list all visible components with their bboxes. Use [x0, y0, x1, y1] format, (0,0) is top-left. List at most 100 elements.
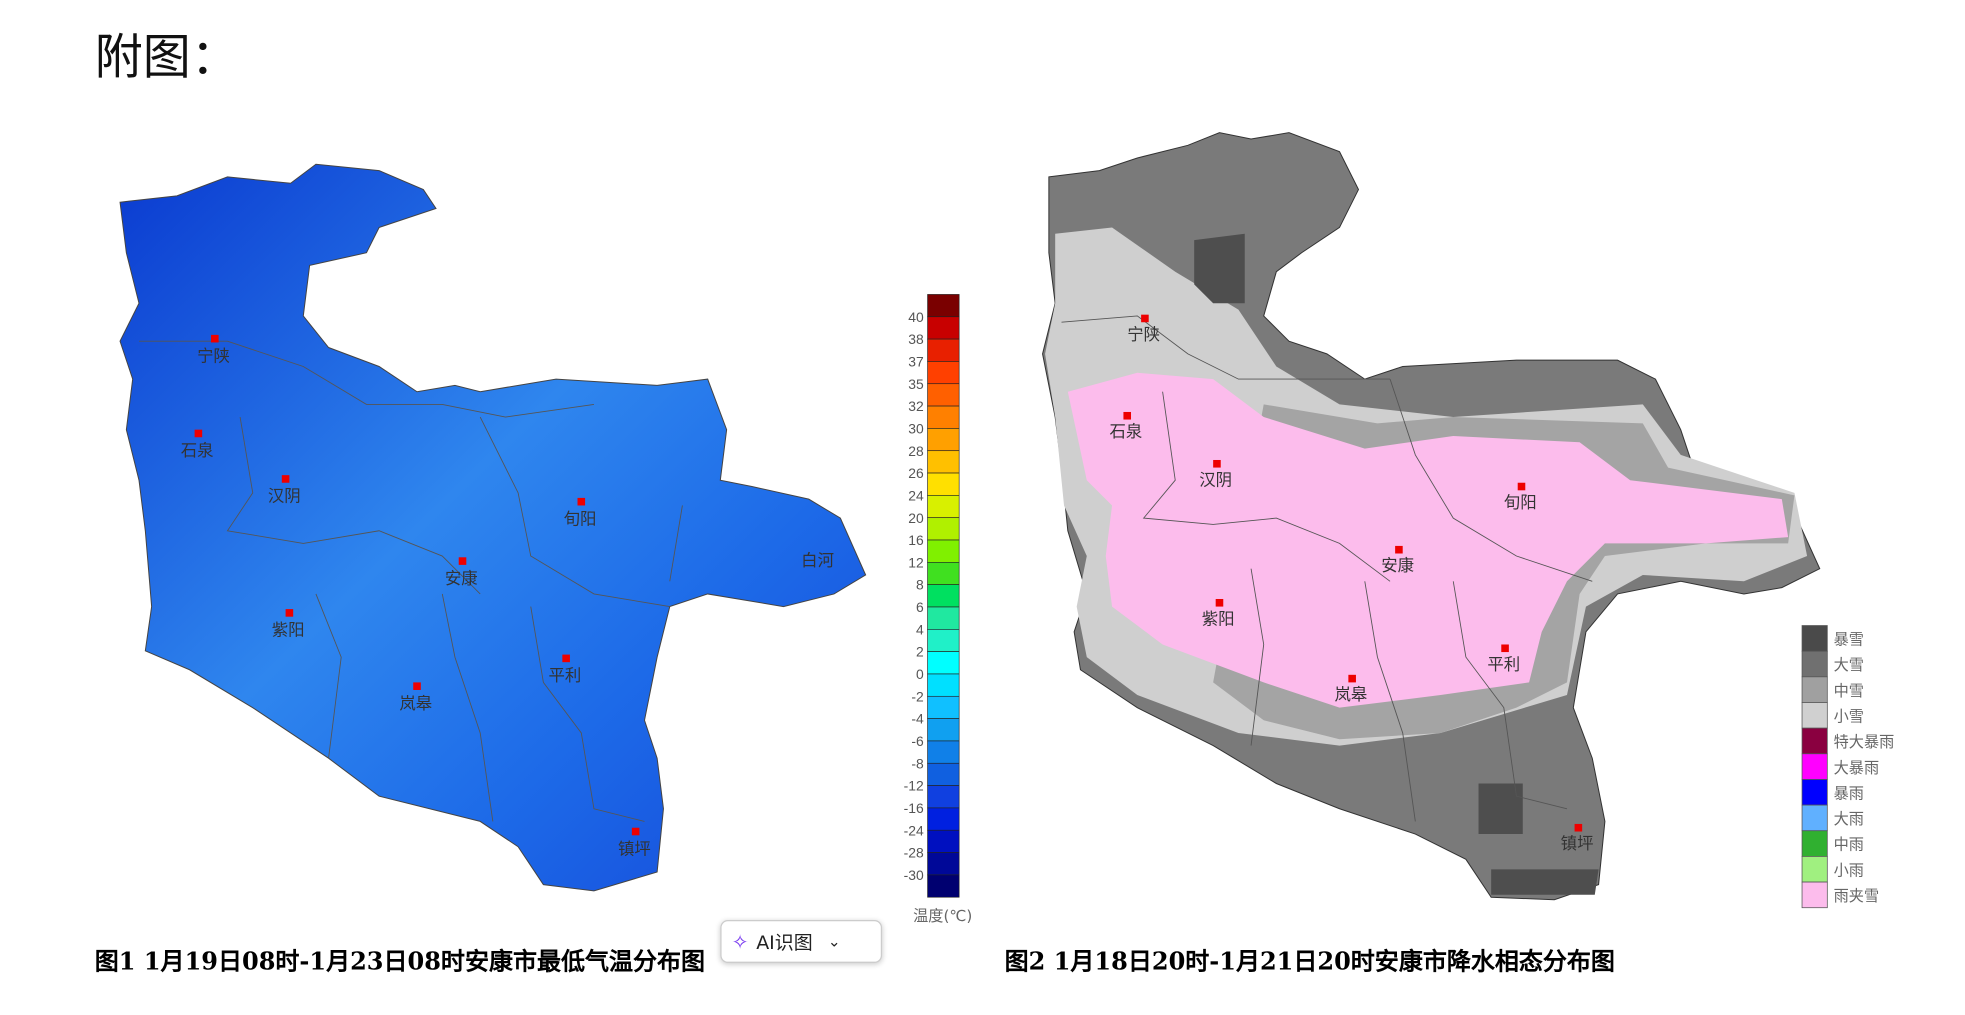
- city-label: 岚皋: [399, 694, 432, 713]
- city-marker: [631, 827, 640, 836]
- colorbar-swatch: [927, 584, 960, 608]
- colorbar-swatch: [927, 294, 960, 318]
- legend-label: 小雨: [1834, 861, 1864, 879]
- city-marker: [577, 497, 586, 506]
- legend-label: 暴雨: [1834, 784, 1864, 802]
- colorbar-swatch: [927, 762, 960, 786]
- legend-label: 特大暴雨: [1834, 733, 1895, 751]
- colorbar-tick: -30: [904, 867, 924, 883]
- sleet-area: [1067, 372, 1789, 708]
- colorbar-tick: 0: [916, 666, 924, 682]
- legend-swatch: [1801, 702, 1828, 729]
- colorbar-tick: 24: [908, 487, 924, 503]
- colorbar-tick: -28: [904, 845, 924, 861]
- legend-swatch: [1801, 625, 1828, 652]
- city-label: 白河: [801, 551, 834, 570]
- city-marker: [1348, 674, 1356, 683]
- colorbar-tick: 4: [916, 621, 924, 637]
- colorbar-swatch: [927, 629, 960, 652]
- colorbar-tick: 37: [908, 353, 924, 369]
- colorbar-swatch: [927, 383, 960, 407]
- colorbar-tick: 28: [908, 443, 924, 459]
- colorbar-swatch: [927, 316, 960, 340]
- city-label: 镇坪: [618, 839, 651, 858]
- colorbar-tick: 20: [908, 510, 924, 526]
- colorbar-tick: 2: [916, 644, 924, 660]
- colorbar-swatch: [927, 651, 960, 675]
- colorbar-swatch: [927, 405, 960, 429]
- colorbar-swatch: [927, 695, 960, 719]
- legend-label: 大雨: [1834, 810, 1864, 828]
- heavy-snow-patch: [1194, 233, 1245, 304]
- chevron-down-icon[interactable]: ⌄: [827, 932, 841, 951]
- county-borders: [139, 340, 683, 822]
- legend-swatch: [1801, 804, 1828, 832]
- colorbar-swatch: [927, 606, 960, 630]
- legend-swatch: [1801, 881, 1828, 909]
- colorbar-swatch: [927, 785, 960, 809]
- city-label: 平利: [548, 666, 581, 685]
- colorbar-swatch: [927, 807, 960, 831]
- colorbar-tick: -8: [911, 755, 924, 771]
- legend-label: 暴雪: [1834, 630, 1864, 648]
- city-label: 宁陕: [197, 346, 230, 365]
- colorbar-tick: 6: [916, 599, 924, 615]
- colorbar-swatch: [927, 562, 960, 585]
- anking-region-temperature: [119, 163, 867, 892]
- city-marker: [562, 654, 570, 663]
- city-label: 宁陕: [1127, 325, 1160, 344]
- colorbar-swatch: [927, 874, 960, 898]
- city-marker: [1574, 823, 1583, 832]
- colorbar-swatch: [927, 718, 960, 742]
- legend-swatch: [1801, 779, 1828, 806]
- sparkle-icon: ✧: [731, 929, 749, 954]
- city-marker: [194, 429, 203, 438]
- heavy-snow-patch: [1478, 783, 1523, 835]
- city-label: 安康: [1381, 556, 1414, 575]
- colorbar-tick: -2: [911, 688, 924, 704]
- city-label: 安康: [445, 569, 478, 588]
- city-label: 汉阴: [1199, 470, 1232, 489]
- colorbar-unit-label: 温度(℃): [913, 907, 972, 925]
- city-label: 汉阴: [268, 487, 301, 506]
- colorbar-tick: 32: [908, 398, 924, 414]
- colorbar-swatch: [927, 361, 960, 385]
- colorbar-tick: -24: [904, 822, 924, 838]
- heavy-snow-patch: [1491, 869, 1599, 895]
- city-label: 镇坪: [1561, 834, 1594, 853]
- colorbar-swatch: [927, 495, 960, 519]
- city-label: 紫阳: [1202, 609, 1235, 628]
- legend-swatch: [1801, 650, 1828, 678]
- colorbar-swatch: [927, 450, 960, 474]
- colorbar-swatch: [927, 539, 960, 563]
- city-label: 旬阳: [564, 509, 597, 528]
- city-marker: [458, 557, 467, 565]
- colorbar-tick: 26: [908, 465, 924, 481]
- colorbar-swatch: [927, 852, 960, 876]
- colorbar-swatch: [927, 829, 960, 853]
- heading: 附图：: [94, 29, 239, 85]
- city-marker: [1215, 598, 1224, 607]
- legend-label: 中雨: [1834, 836, 1864, 854]
- city-marker: [1517, 482, 1526, 491]
- city-marker: [1395, 545, 1403, 554]
- ai-image-recognition-button[interactable]: ✧ AI识图 ⌄: [720, 919, 883, 963]
- legend-label: 小雪: [1834, 707, 1864, 725]
- colorbar-tick: 40: [908, 309, 924, 325]
- colorbar-tick: -4: [911, 711, 924, 727]
- colorbar-tick: -12: [904, 778, 924, 794]
- city-marker: [285, 609, 294, 617]
- colorbar-swatch: [927, 428, 960, 452]
- colorbar-tick: 12: [908, 554, 924, 570]
- colorbar-tick: -6: [911, 733, 924, 749]
- figure1-caption: 图1 1月19日08时-1月23日08时安康市最低气温分布图: [94, 947, 706, 976]
- colorbar-swatch: [927, 517, 960, 541]
- county-borders: [1061, 315, 1593, 822]
- city-marker: [1501, 644, 1509, 653]
- colorbar-swatch: [927, 338, 960, 362]
- colorbar-swatch: [927, 740, 960, 764]
